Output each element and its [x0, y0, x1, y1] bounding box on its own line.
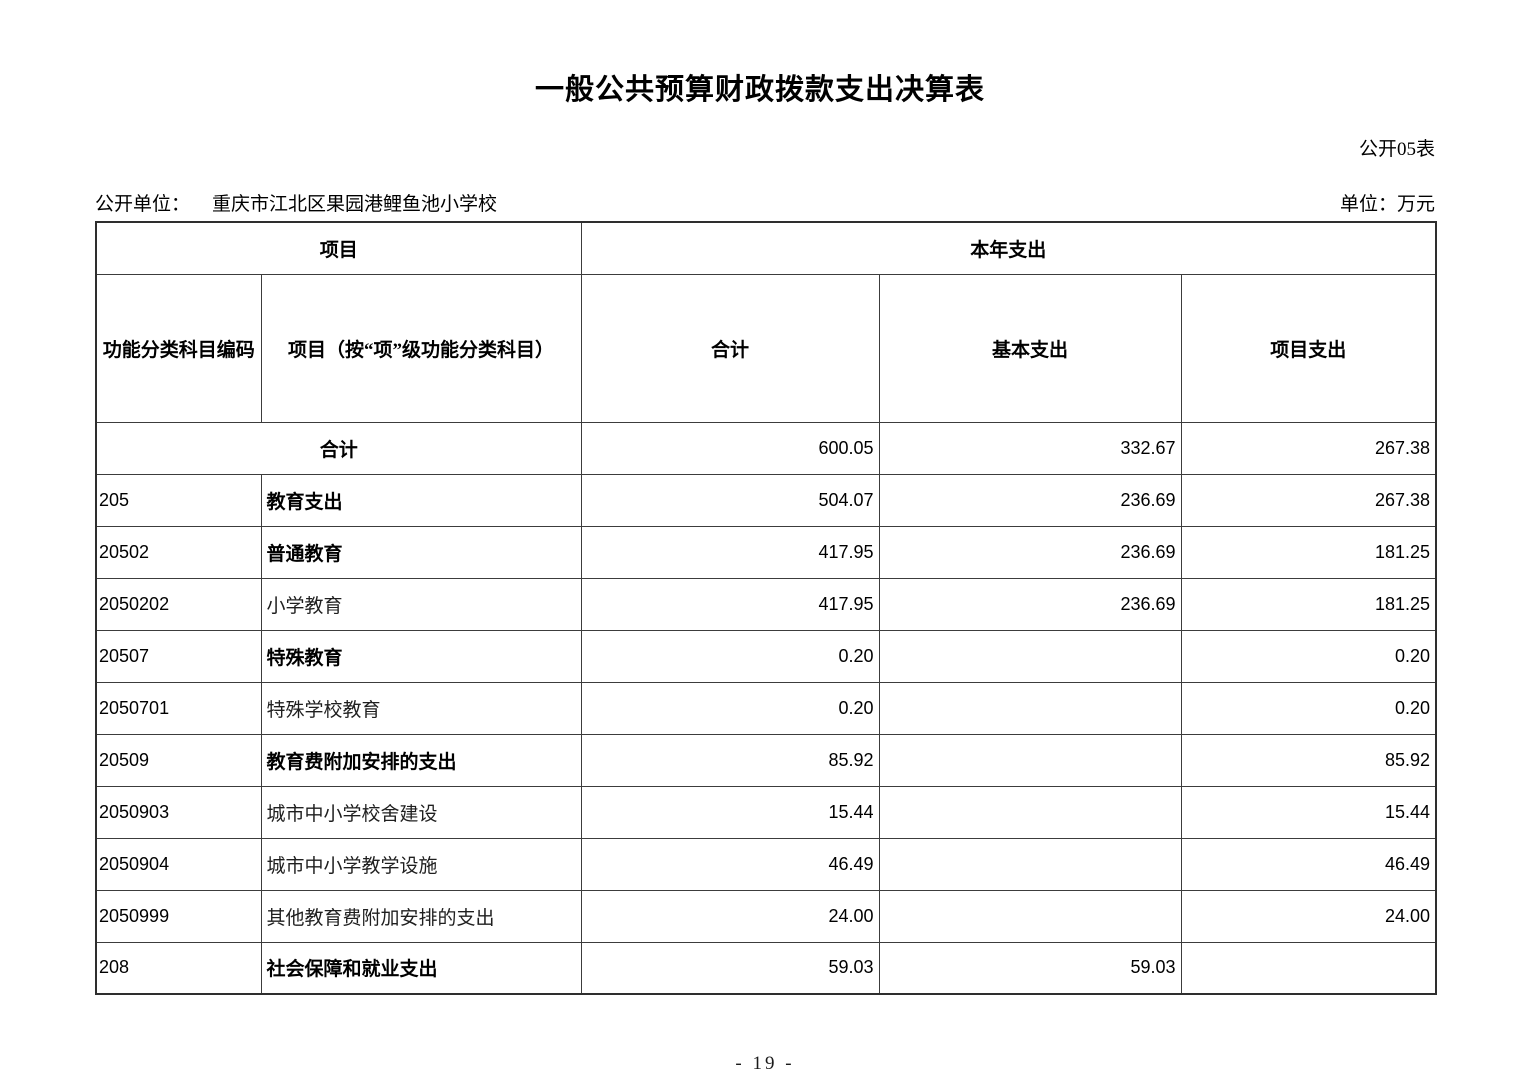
project-value: 0.20	[1180, 681, 1437, 735]
table-row: 20507 特殊教育 0.20 0.20	[95, 629, 1437, 683]
item-name: 小学教育	[260, 577, 582, 631]
total-value: 504.07	[580, 473, 880, 527]
item-name: 城市中小学教学设施	[260, 837, 582, 891]
total-row-label: 合计	[95, 421, 582, 475]
table-row: 2050999 其他教育费附加安排的支出 24.00 24.00	[95, 889, 1437, 943]
basic-value	[878, 733, 1182, 787]
total-value: 0.20	[580, 681, 880, 735]
project-value: 85.92	[1180, 733, 1437, 787]
total-value: 0.20	[580, 629, 880, 683]
project-value: 181.25	[1180, 525, 1437, 579]
item-name: 教育支出	[260, 473, 582, 527]
basic-value	[878, 785, 1182, 839]
project-value: 0.20	[1180, 629, 1437, 683]
function-code: 2050701	[95, 681, 262, 735]
project-value	[1180, 941, 1437, 995]
header-function-code: 功能分类科目编码	[95, 273, 262, 423]
disclosure-unit-name: 重庆市江北区果园港鲤鱼池小学校	[212, 194, 498, 215]
total-value: 417.95	[580, 577, 880, 631]
document-content: 公开05表 公开单位： 重庆市江北区果园港鲤鱼池小学校 单位：万元 项目 本年支出	[95, 134, 1438, 1074]
total-value: 24.00	[580, 889, 880, 943]
table-row: 2050904 城市中小学教学设施 46.49 46.49	[95, 837, 1437, 891]
item-name: 特殊教育	[260, 629, 582, 683]
expenditure-table: 项目 本年支出 功能分类科目编码 项目（按“项”级功能分类科目） 合计 基本支出…	[95, 221, 1438, 995]
page-number: - 19 -	[735, 1053, 795, 1074]
basic-value: 236.69	[878, 473, 1182, 527]
function-code: 205	[95, 473, 262, 527]
item-name: 特殊学校教育	[260, 681, 582, 735]
header-columns-row: 功能分类科目编码 项目（按“项”级功能分类科目） 合计 基本支出 项目支出	[95, 273, 1437, 423]
basic-value: 332.67	[878, 421, 1182, 475]
project-value: 15.44	[1180, 785, 1437, 839]
function-code: 2050904	[95, 837, 262, 891]
header-total: 合计	[580, 273, 880, 423]
total-value: 59.03	[580, 941, 880, 995]
basic-value: 59.03	[878, 941, 1182, 995]
table-row: 2050903 城市中小学校舍建设 15.44 15.44	[95, 785, 1437, 839]
function-code: 208	[95, 941, 262, 995]
table-row: 20509 教育费附加安排的支出 85.92 85.92	[95, 733, 1437, 787]
header-project-expense: 项目支出	[1180, 273, 1437, 423]
table-row: 2050202 小学教育 417.95 236.69 181.25	[95, 577, 1437, 631]
header-item-group: 项目	[95, 221, 582, 275]
header-group-row: 项目 本年支出	[95, 221, 1437, 275]
basic-value: 236.69	[878, 525, 1182, 579]
function-code: 20507	[95, 629, 262, 683]
table-row-total: 合计 600.05 332.67 267.38	[95, 421, 1437, 475]
header-basic-expense: 基本支出	[878, 273, 1182, 423]
item-name: 教育费附加安排的支出	[260, 733, 582, 787]
total-value: 417.95	[580, 525, 880, 579]
basic-value	[878, 681, 1182, 735]
basic-value	[878, 629, 1182, 683]
disclosure-unit-label: 公开单位：	[95, 194, 191, 215]
total-value: 46.49	[580, 837, 880, 891]
header-item-name: 项目（按“项”级功能分类科目）	[260, 273, 582, 423]
item-name: 城市中小学校舍建设	[260, 785, 582, 839]
unit-info-row: 公开单位： 重庆市江北区果园港鲤鱼池小学校 单位：万元	[95, 189, 1435, 216]
header-year-expense-group: 本年支出	[580, 221, 1437, 275]
project-value: 24.00	[1180, 889, 1437, 943]
page-title: 一般公共预算财政拨款支出决算表	[534, 74, 985, 106]
basic-value	[878, 889, 1182, 943]
currency-unit-label: 单位：万元	[1339, 194, 1435, 215]
function-code: 20502	[95, 525, 262, 579]
function-code: 2050202	[95, 577, 262, 631]
total-value: 85.92	[580, 733, 880, 787]
table-row: 2050701 特殊学校教育 0.20 0.20	[95, 681, 1437, 735]
total-value: 600.05	[580, 421, 880, 475]
item-name: 其他教育费附加安排的支出	[260, 889, 582, 943]
function-code: 2050903	[95, 785, 262, 839]
basic-value: 236.69	[878, 577, 1182, 631]
project-value: 181.25	[1180, 577, 1437, 631]
project-value: 267.38	[1180, 473, 1437, 527]
total-value: 15.44	[580, 785, 880, 839]
item-name: 社会保障和就业支出	[260, 941, 582, 995]
item-name: 普通教育	[260, 525, 582, 579]
project-value: 46.49	[1180, 837, 1437, 891]
function-code: 2050999	[95, 889, 262, 943]
table-row: 205 教育支出 504.07 236.69 267.38	[95, 473, 1437, 527]
table-row: 208 社会保障和就业支出 59.03 59.03	[95, 941, 1437, 995]
function-code: 20509	[95, 733, 262, 787]
basic-value	[878, 837, 1182, 891]
project-value: 267.38	[1180, 421, 1437, 475]
table-row: 20502 普通教育 417.95 236.69 181.25	[95, 525, 1437, 579]
table-number-label: 公开05表	[1358, 139, 1435, 160]
